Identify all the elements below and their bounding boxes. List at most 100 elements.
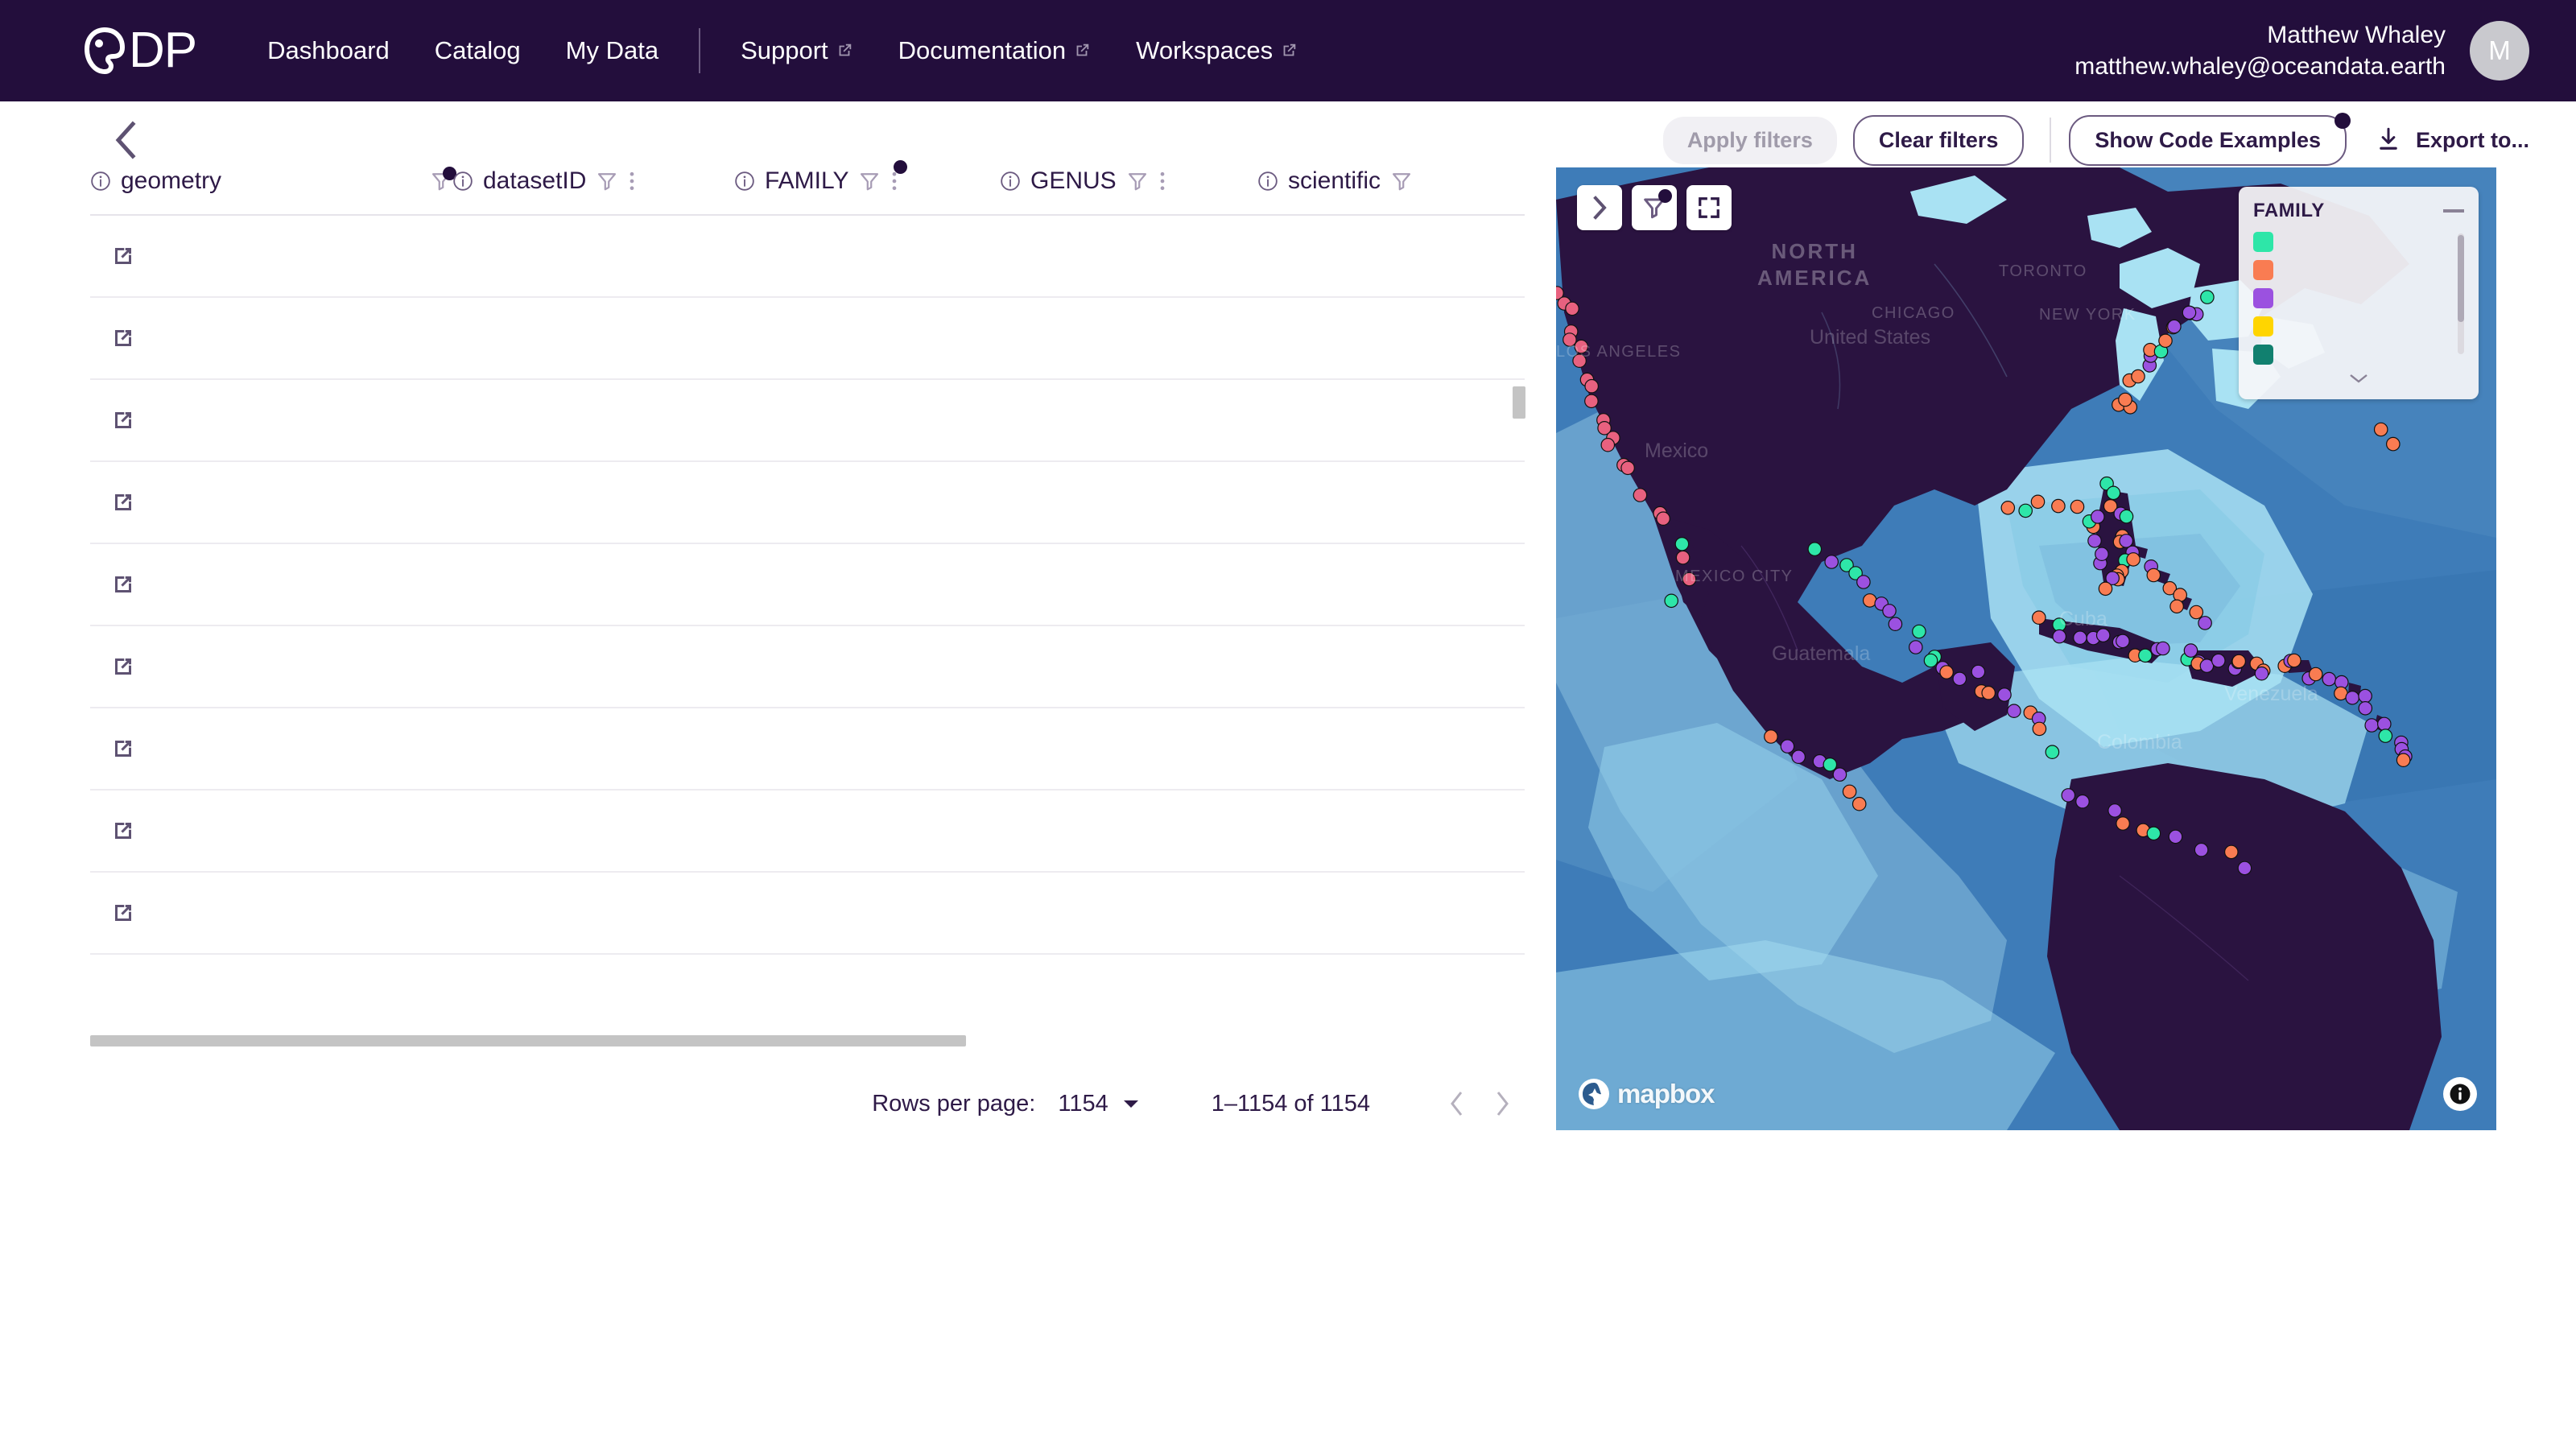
- apply-filters-button[interactable]: Apply filters: [1662, 116, 1837, 164]
- fullscreen-button[interactable]: [1686, 185, 1732, 230]
- map-point[interactable]: [1839, 558, 1854, 572]
- cell-geometry[interactable]: [90, 872, 452, 955]
- map-point[interactable]: [2090, 510, 2105, 524]
- map-point[interactable]: [2156, 641, 2170, 656]
- table-horizontal-scrollbar[interactable]: [90, 1035, 1525, 1046]
- nav-item-catalog[interactable]: Catalog: [412, 36, 543, 65]
- scrollbar-thumb[interactable]: [90, 1035, 966, 1046]
- map-point[interactable]: [2007, 704, 2021, 718]
- map-point[interactable]: [2146, 826, 2161, 841]
- map-point[interactable]: [1563, 332, 1577, 347]
- nav-item-dashboard[interactable]: Dashboard: [245, 36, 412, 65]
- map-point[interactable]: [2183, 643, 2198, 658]
- nav-item-support[interactable]: Support: [718, 36, 876, 65]
- map-point[interactable]: [2105, 571, 2120, 585]
- map-point[interactable]: [1791, 749, 1806, 764]
- export-to-button[interactable]: Export to...: [2377, 127, 2529, 153]
- map-point[interactable]: [2158, 333, 2173, 349]
- map-point[interactable]: [2308, 667, 2323, 682]
- map-point[interactable]: [2116, 816, 2130, 831]
- app-logo[interactable]: DP: [84, 26, 197, 76]
- map-point[interactable]: [2138, 648, 2153, 663]
- map-point[interactable]: [2095, 628, 2111, 642]
- map-point[interactable]: [1997, 687, 2012, 702]
- show-code-examples-button[interactable]: Show Code Examples: [2069, 114, 2347, 166]
- map-point[interactable]: [1565, 301, 1579, 316]
- mapbox-attribution-logo[interactable]: mapbox: [1577, 1077, 1715, 1111]
- table-row[interactable]: [90, 543, 1525, 626]
- open-external-icon[interactable]: [111, 819, 135, 843]
- map-point[interactable]: [2358, 688, 2372, 704]
- map-point[interactable]: [2131, 369, 2145, 384]
- column-header-scientific[interactable]: scientific: [1257, 167, 1525, 216]
- legend-item[interactable]: [2253, 232, 2450, 252]
- clear-filters-button[interactable]: Clear filters: [1852, 114, 2025, 166]
- nav-item-documentation[interactable]: Documentation: [876, 36, 1114, 65]
- map-point[interactable]: [1682, 572, 1697, 587]
- info-icon[interactable]: [452, 171, 473, 192]
- map-point[interactable]: [2231, 654, 2246, 669]
- info-icon[interactable]: [90, 171, 111, 192]
- map-point[interactable]: [2118, 392, 2132, 407]
- legend-item[interactable]: [2253, 288, 2450, 308]
- map-point[interactable]: [2031, 610, 2046, 625]
- map-point[interactable]: [2052, 629, 2066, 644]
- table-row[interactable]: [90, 297, 1525, 380]
- filter-icon-wrap[interactable]: [430, 167, 456, 192]
- map-point[interactable]: [2146, 568, 2161, 583]
- map-point[interactable]: [1633, 488, 1648, 502]
- back-button[interactable]: [105, 119, 147, 161]
- previous-page-button[interactable]: [1435, 1081, 1480, 1126]
- map-point[interactable]: [1807, 542, 1823, 556]
- cell-geometry[interactable]: [90, 543, 452, 626]
- map-point[interactable]: [1764, 729, 1778, 744]
- map-point[interactable]: [1674, 536, 1690, 551]
- map-point[interactable]: [1862, 593, 1877, 608]
- map-point[interactable]: [2087, 533, 2102, 548]
- map-point[interactable]: [2106, 485, 2121, 501]
- map-point[interactable]: [1574, 339, 1589, 354]
- map-point[interactable]: [2199, 658, 2215, 673]
- cell-geometry[interactable]: [90, 461, 452, 544]
- map-point[interactable]: [2098, 581, 2113, 597]
- open-external-icon[interactable]: [111, 244, 135, 268]
- cell-geometry[interactable]: [90, 215, 452, 298]
- map-point[interactable]: [1842, 784, 1857, 799]
- legend-collapse-button[interactable]: [2443, 209, 2464, 213]
- map-point[interactable]: [1664, 593, 1678, 609]
- map-point[interactable]: [2194, 842, 2209, 857]
- cell-geometry[interactable]: [90, 790, 452, 873]
- map-point[interactable]: [2018, 503, 2033, 518]
- map-legend[interactable]: FAMILY: [2239, 187, 2479, 399]
- map-point[interactable]: [1848, 566, 1863, 580]
- info-icon[interactable]: [734, 171, 755, 192]
- map-point[interactable]: [2073, 630, 2087, 645]
- map-point[interactable]: [1981, 685, 1996, 700]
- map-point[interactable]: [1908, 640, 1923, 654]
- column-header-datasetid[interactable]: datasetID: [452, 167, 734, 216]
- map-point[interactable]: [1912, 624, 1926, 639]
- map-point[interactable]: [2070, 499, 2085, 514]
- legend-scrollbar-thumb[interactable]: [2458, 235, 2464, 322]
- map-point[interactable]: [1620, 460, 1635, 476]
- filter-icon[interactable]: [1126, 170, 1149, 192]
- map-point[interactable]: [2119, 509, 2134, 524]
- table-row[interactable]: [90, 790, 1525, 873]
- map-point[interactable]: [2200, 290, 2215, 304]
- map-point[interactable]: [2169, 599, 2184, 614]
- map-point[interactable]: [2287, 653, 2301, 668]
- legend-item[interactable]: [2253, 260, 2450, 280]
- map-point[interactable]: [2095, 547, 2109, 561]
- map-point[interactable]: [2000, 500, 2016, 515]
- map-point[interactable]: [2162, 580, 2178, 596]
- next-page-button[interactable]: [1480, 1081, 1525, 1126]
- legend-scrollbar-track[interactable]: [2458, 233, 2464, 354]
- map-point[interactable]: [2116, 634, 2130, 649]
- open-external-icon[interactable]: [111, 408, 135, 432]
- table-row[interactable]: [90, 872, 1525, 955]
- kebab-menu-icon[interactable]: [628, 169, 636, 193]
- column-header-genus[interactable]: GENUS: [1000, 167, 1257, 216]
- map-panel[interactable]: NORTH AMERICA United States CHICAGO TORONTO N…: [1556, 167, 2496, 1130]
- map-point[interactable]: [2377, 716, 2392, 732]
- map-point[interactable]: [2075, 794, 2090, 809]
